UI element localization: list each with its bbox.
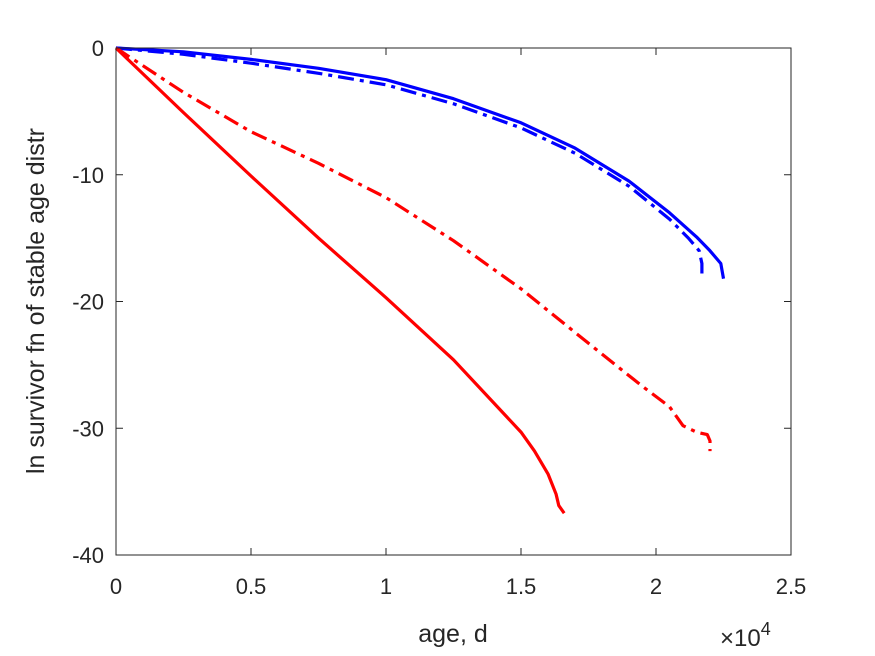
series-layer: [114, 46, 726, 515]
x-tick-label: 0: [110, 574, 122, 599]
x-ticks: 0 0.5 1 1.5 2 2.5: [110, 48, 806, 599]
y-ticks: 0 -10 -20 -30 -40: [72, 36, 791, 568]
y-tick-label: -40: [72, 543, 104, 568]
x-tick-label: 1.5: [506, 574, 537, 599]
x-tick-label: 2: [650, 574, 662, 599]
y-tick-label: -20: [72, 290, 104, 315]
x-tick-label: 2.5: [776, 574, 807, 599]
y-tick-label: -10: [72, 163, 104, 188]
plot-area: [116, 48, 791, 555]
y-axis-label: ln survivor fn of stable age distr: [22, 128, 50, 474]
x-exponent-power: 4: [761, 619, 771, 639]
x-tick-label: 0.5: [236, 574, 267, 599]
y-tick-label: -30: [72, 416, 104, 441]
series-line-3: [115, 46, 712, 452]
y-tick-label: 0: [92, 36, 104, 61]
x-axis-label: age, d: [418, 620, 488, 648]
x-tick-label: 1: [380, 574, 392, 599]
series-line-1: [115, 46, 726, 279]
series-line-4: [114, 46, 566, 515]
x-exponent-base: ×10: [720, 625, 761, 652]
x-exponent-label: ×104: [720, 619, 771, 652]
series-line-2: [115, 46, 704, 279]
